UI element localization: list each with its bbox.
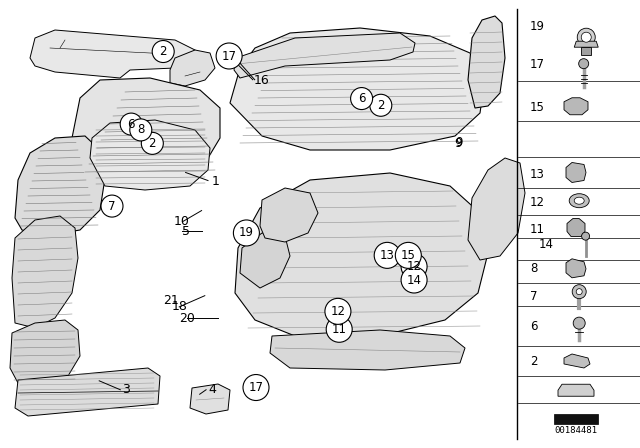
Text: 13: 13 xyxy=(530,168,545,181)
Polygon shape xyxy=(90,120,210,190)
Text: 11: 11 xyxy=(332,323,347,336)
Circle shape xyxy=(396,242,421,268)
Text: 4: 4 xyxy=(208,383,216,396)
Polygon shape xyxy=(260,188,318,242)
Circle shape xyxy=(234,220,259,246)
Circle shape xyxy=(573,317,585,329)
Polygon shape xyxy=(564,354,590,368)
Ellipse shape xyxy=(574,197,584,204)
Circle shape xyxy=(325,298,351,324)
Text: 11: 11 xyxy=(530,223,545,236)
Circle shape xyxy=(243,375,269,401)
Circle shape xyxy=(401,267,427,293)
Text: 7: 7 xyxy=(530,290,538,303)
Polygon shape xyxy=(270,330,465,370)
Text: 19: 19 xyxy=(239,226,254,240)
Text: 2: 2 xyxy=(148,137,156,150)
Ellipse shape xyxy=(569,194,589,208)
Text: 6: 6 xyxy=(358,92,365,105)
Circle shape xyxy=(351,87,372,110)
Text: 6: 6 xyxy=(530,319,538,333)
Circle shape xyxy=(579,59,589,69)
Text: 1: 1 xyxy=(211,175,219,188)
Text: 7: 7 xyxy=(108,199,116,213)
Text: 17: 17 xyxy=(530,58,545,72)
Polygon shape xyxy=(30,30,195,78)
Text: 20: 20 xyxy=(179,311,195,325)
Text: 12: 12 xyxy=(330,305,346,318)
Circle shape xyxy=(130,119,152,141)
Circle shape xyxy=(326,316,352,342)
Text: 10: 10 xyxy=(174,215,190,228)
Circle shape xyxy=(120,113,142,135)
Text: 2: 2 xyxy=(159,45,167,58)
Polygon shape xyxy=(234,33,415,78)
Polygon shape xyxy=(235,173,488,338)
Circle shape xyxy=(576,289,582,295)
Text: 21: 21 xyxy=(163,293,179,307)
Circle shape xyxy=(572,284,586,299)
Text: 9: 9 xyxy=(454,137,462,150)
Text: 5: 5 xyxy=(182,224,191,238)
Text: 2: 2 xyxy=(377,99,385,112)
Circle shape xyxy=(152,40,174,63)
Polygon shape xyxy=(574,41,598,47)
Circle shape xyxy=(101,195,123,217)
Text: 9: 9 xyxy=(456,136,463,149)
Circle shape xyxy=(581,32,591,42)
Polygon shape xyxy=(554,414,598,424)
Circle shape xyxy=(577,28,595,46)
Polygon shape xyxy=(567,219,585,237)
Text: 18: 18 xyxy=(172,300,188,314)
Text: 17: 17 xyxy=(248,381,264,394)
Text: 2: 2 xyxy=(530,355,538,369)
Polygon shape xyxy=(468,16,505,108)
Text: 17: 17 xyxy=(221,49,237,63)
Circle shape xyxy=(374,242,400,268)
Polygon shape xyxy=(566,163,586,182)
Text: 00184481: 00184481 xyxy=(554,426,598,435)
Polygon shape xyxy=(10,320,80,386)
Circle shape xyxy=(216,43,242,69)
Circle shape xyxy=(582,232,589,240)
Text: 13: 13 xyxy=(380,249,395,262)
Text: 14: 14 xyxy=(539,238,554,251)
Polygon shape xyxy=(566,259,586,278)
Polygon shape xyxy=(190,384,230,414)
Polygon shape xyxy=(240,233,290,288)
Polygon shape xyxy=(12,216,78,328)
Polygon shape xyxy=(15,136,105,236)
Polygon shape xyxy=(468,158,525,260)
Text: 14: 14 xyxy=(406,273,422,287)
Text: 15: 15 xyxy=(401,249,416,262)
Polygon shape xyxy=(70,78,220,180)
Text: 12: 12 xyxy=(530,196,545,209)
Text: 16: 16 xyxy=(254,74,270,87)
Polygon shape xyxy=(170,50,215,86)
Text: 8: 8 xyxy=(530,262,538,276)
Polygon shape xyxy=(564,98,588,115)
Text: 19: 19 xyxy=(530,20,545,34)
Polygon shape xyxy=(558,384,594,396)
Text: 12: 12 xyxy=(406,260,422,273)
Circle shape xyxy=(401,254,427,280)
Circle shape xyxy=(370,94,392,116)
Polygon shape xyxy=(15,368,160,416)
Circle shape xyxy=(141,132,163,155)
Polygon shape xyxy=(581,47,591,55)
Text: 8: 8 xyxy=(137,123,145,137)
Polygon shape xyxy=(230,28,485,150)
Text: 15: 15 xyxy=(530,101,545,114)
Text: 6: 6 xyxy=(127,117,135,131)
Text: 3: 3 xyxy=(122,383,129,396)
